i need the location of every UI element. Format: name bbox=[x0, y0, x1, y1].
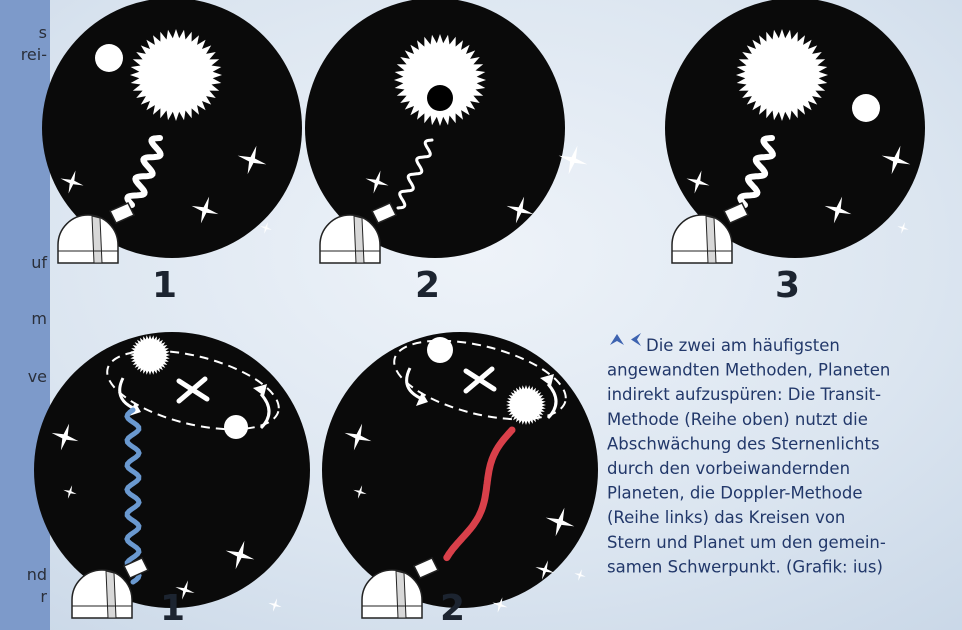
planet bbox=[427, 337, 453, 363]
sidebar-text: ve bbox=[28, 367, 47, 386]
arrowhead bbox=[253, 384, 267, 396]
star bbox=[558, 145, 588, 175]
star-sun bbox=[506, 385, 546, 425]
sidebar-text: rei- bbox=[21, 45, 47, 64]
panel-number: 3 bbox=[775, 265, 800, 306]
star bbox=[260, 222, 272, 234]
barycenter bbox=[463, 366, 497, 394]
star bbox=[63, 485, 77, 499]
star bbox=[574, 569, 586, 581]
panels: 1 2 3 1 2 bbox=[34, 0, 925, 629]
planet bbox=[427, 85, 453, 111]
panel: 2 bbox=[322, 332, 598, 629]
icon-left bbox=[631, 333, 641, 346]
caption-line: Die zwei am häufigsten bbox=[646, 336, 840, 355]
star bbox=[175, 580, 195, 600]
sidebar-text: nd bbox=[27, 565, 47, 584]
barycenter bbox=[176, 376, 210, 404]
caption-line: angewandten Methoden, Planeten bbox=[607, 361, 890, 380]
telescope-slit bbox=[395, 570, 407, 619]
star bbox=[535, 560, 555, 580]
arrowhead bbox=[416, 392, 428, 406]
star bbox=[545, 507, 575, 537]
caption-line: (Reihe links) das Kreisen von bbox=[607, 508, 845, 527]
star bbox=[237, 145, 267, 175]
orbit-arrow bbox=[118, 377, 134, 410]
star bbox=[51, 423, 79, 451]
sidebar-text: m bbox=[31, 309, 47, 328]
star bbox=[268, 598, 282, 612]
panel: 1 bbox=[42, 0, 302, 306]
caption-line: Planeten, die Doppler-Methode bbox=[607, 484, 862, 503]
telescope-tube bbox=[108, 202, 136, 224]
star bbox=[881, 145, 911, 175]
star bbox=[225, 540, 255, 570]
caption-line: samen Schwerpunkt. (Grafik: ius) bbox=[607, 557, 883, 576]
star-sun bbox=[736, 29, 828, 121]
panel-number: 1 bbox=[160, 588, 185, 629]
orbit bbox=[393, 339, 567, 421]
caption-line: Methode (Reihe oben) nutzt die bbox=[607, 410, 868, 429]
panel-number: 2 bbox=[415, 265, 440, 306]
sky-dome bbox=[322, 332, 598, 608]
orbit-arrow bbox=[259, 393, 271, 430]
arrowhead bbox=[540, 374, 554, 386]
icon-up bbox=[610, 334, 624, 345]
sidebar-text: r bbox=[40, 587, 47, 606]
panel: 3 bbox=[665, 0, 925, 306]
telescope-tube bbox=[122, 557, 150, 579]
planet bbox=[852, 94, 880, 122]
light-wave bbox=[124, 407, 142, 585]
telescope-tube bbox=[722, 202, 750, 224]
orbit bbox=[106, 349, 280, 431]
star bbox=[60, 170, 84, 194]
caption-line: indirekt aufzuspüren: Die Transit- bbox=[607, 385, 881, 404]
star bbox=[365, 170, 389, 194]
telescope-tube bbox=[412, 557, 440, 579]
light-wave bbox=[396, 138, 434, 210]
star-sun bbox=[130, 29, 222, 121]
panel: 1 bbox=[34, 332, 310, 629]
panel-number: 2 bbox=[440, 588, 465, 629]
light-wave bbox=[737, 135, 776, 208]
star-sun bbox=[394, 34, 486, 126]
caption-icons bbox=[610, 333, 641, 346]
light-wave bbox=[124, 135, 164, 208]
panel: 2 bbox=[305, 0, 588, 306]
star bbox=[353, 485, 367, 499]
sidebar-text: uf bbox=[31, 253, 47, 272]
telescope-tube bbox=[370, 202, 398, 224]
star bbox=[897, 222, 909, 234]
star bbox=[824, 196, 852, 224]
orbit-arrow bbox=[405, 367, 421, 400]
telescope-slit bbox=[353, 215, 365, 264]
star bbox=[191, 196, 219, 224]
star bbox=[344, 423, 372, 451]
star-sun bbox=[130, 335, 170, 375]
sidebar-text: s bbox=[39, 23, 47, 42]
telescope-slit bbox=[105, 570, 117, 619]
telescope-slit bbox=[91, 215, 103, 264]
star bbox=[686, 170, 710, 194]
sky-dome bbox=[34, 332, 310, 608]
star bbox=[506, 196, 534, 224]
planet bbox=[224, 415, 248, 439]
planet bbox=[95, 44, 123, 72]
panel-number: 1 bbox=[152, 265, 177, 306]
telescope-slit bbox=[705, 215, 717, 264]
caption-line: durch den vorbeiwandernden bbox=[607, 459, 850, 478]
star bbox=[492, 597, 508, 613]
caption-line: Stern und Planet um den gemein- bbox=[607, 533, 886, 552]
orbit-arrow bbox=[546, 383, 558, 420]
light-wave bbox=[443, 426, 516, 562]
caption-line: Abschwächung des Sternenlichts bbox=[607, 434, 880, 453]
